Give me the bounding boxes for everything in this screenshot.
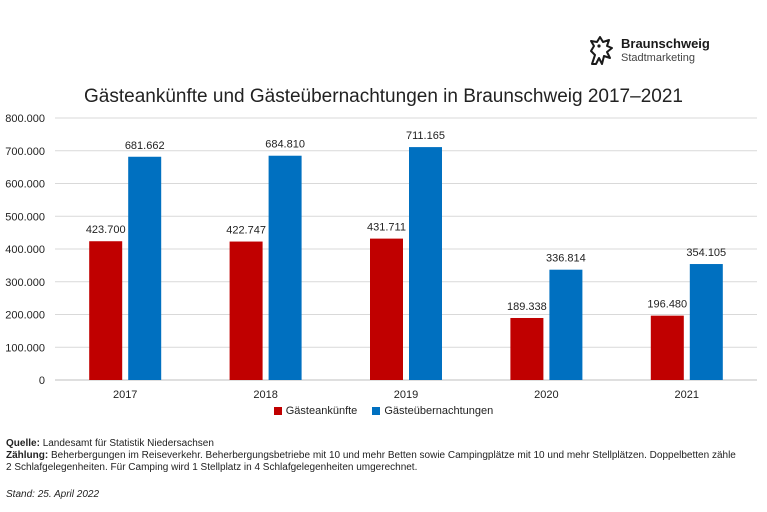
footnotes: Quelle: Landesamt für Statistik Niedersa…: [6, 438, 767, 474]
bar-overnights: [689, 264, 723, 380]
legend-label-arrivals: Gästeankünfte: [285, 405, 358, 417]
x-tick-label: 2021: [675, 389, 699, 400]
logo-name: Braunschweig: [621, 36, 710, 51]
stand-date: Stand: 25. April 2022: [6, 489, 100, 500]
braunschweig-logo: Braunschweig Stadtmarketing: [586, 32, 726, 74]
source-text: Landesamt für Statistik Niedersachsen: [42, 438, 214, 449]
data-label: 422.747: [226, 225, 266, 237]
y-tick-label: 100.000: [5, 342, 45, 354]
legend-swatch-overnights: [372, 407, 381, 415]
data-label: 336.814: [546, 253, 586, 265]
x-tick-label: 2017: [113, 389, 137, 400]
legend-label-overnights: Gästeübernachtungen: [384, 405, 494, 417]
data-label: 681.662: [125, 140, 165, 152]
y-tick-label: 500.000: [5, 211, 45, 223]
legend-swatch-arrivals: [273, 407, 282, 415]
count-text-1: Beherbergungen im Reiseverkehr. Beherber…: [51, 450, 736, 461]
y-tick-label: 0: [39, 375, 45, 387]
legend-item-arrivals: Gästeankünfte: [273, 405, 358, 417]
data-label: 431.711: [367, 222, 406, 234]
source-line: Quelle: Landesamt für Statistik Niedersa…: [6, 438, 767, 450]
count-line-2: 2 Schlafgelegenheiten. Für Camping wird …: [6, 462, 418, 473]
count-label: Zählung:: [6, 450, 49, 461]
chart-legend: Gästeankünfte Gästeübernachtungen: [0, 405, 767, 417]
data-label: 423.700: [86, 224, 126, 236]
data-label: 354.105: [686, 247, 726, 259]
x-tick-label: 2020: [534, 389, 558, 400]
x-tick-label: 2018: [253, 389, 277, 400]
y-tick-label: 300.000: [5, 277, 45, 289]
bar-chart: 0 100.000 200.000 300.000 400.000 500.000 600.…: [5, 113, 757, 400]
data-label: 684.810: [265, 139, 305, 151]
bar-arrivals: [370, 238, 403, 380]
legend-item-overnights: Gästeübernachtungen: [372, 405, 493, 417]
y-tick-label: 600.000: [5, 179, 45, 191]
bar-arrivals: [89, 241, 123, 380]
bar-overnights: [549, 269, 583, 380]
source-label: Quelle:: [6, 438, 40, 449]
y-tick-label: 200.000: [5, 310, 45, 322]
data-label: 196.480: [647, 299, 687, 311]
bar-overnights: [268, 155, 302, 380]
bar-overnights: [128, 156, 162, 380]
logo-subtitle: Stadtmarketing: [621, 52, 695, 64]
x-tick-label: 2019: [394, 389, 418, 400]
y-tick-label: 400.000: [5, 244, 45, 256]
y-tick-label: 800.000: [5, 113, 45, 125]
count-line: Zählung: Beherbergungen im Reiseverkehr.…: [6, 450, 767, 462]
bar-arrivals: [650, 315, 684, 380]
lion-icon: [590, 36, 613, 65]
data-label: 189.338: [507, 301, 547, 313]
data-label: 711.165: [406, 130, 445, 142]
y-tick-label: 700.000: [5, 146, 45, 158]
bar-arrivals: [229, 241, 263, 380]
chart-title: Gästeankünfte und Gästeübernachtungen in…: [84, 86, 683, 107]
bar-overnights: [409, 147, 442, 380]
bar-arrivals: [510, 317, 544, 380]
